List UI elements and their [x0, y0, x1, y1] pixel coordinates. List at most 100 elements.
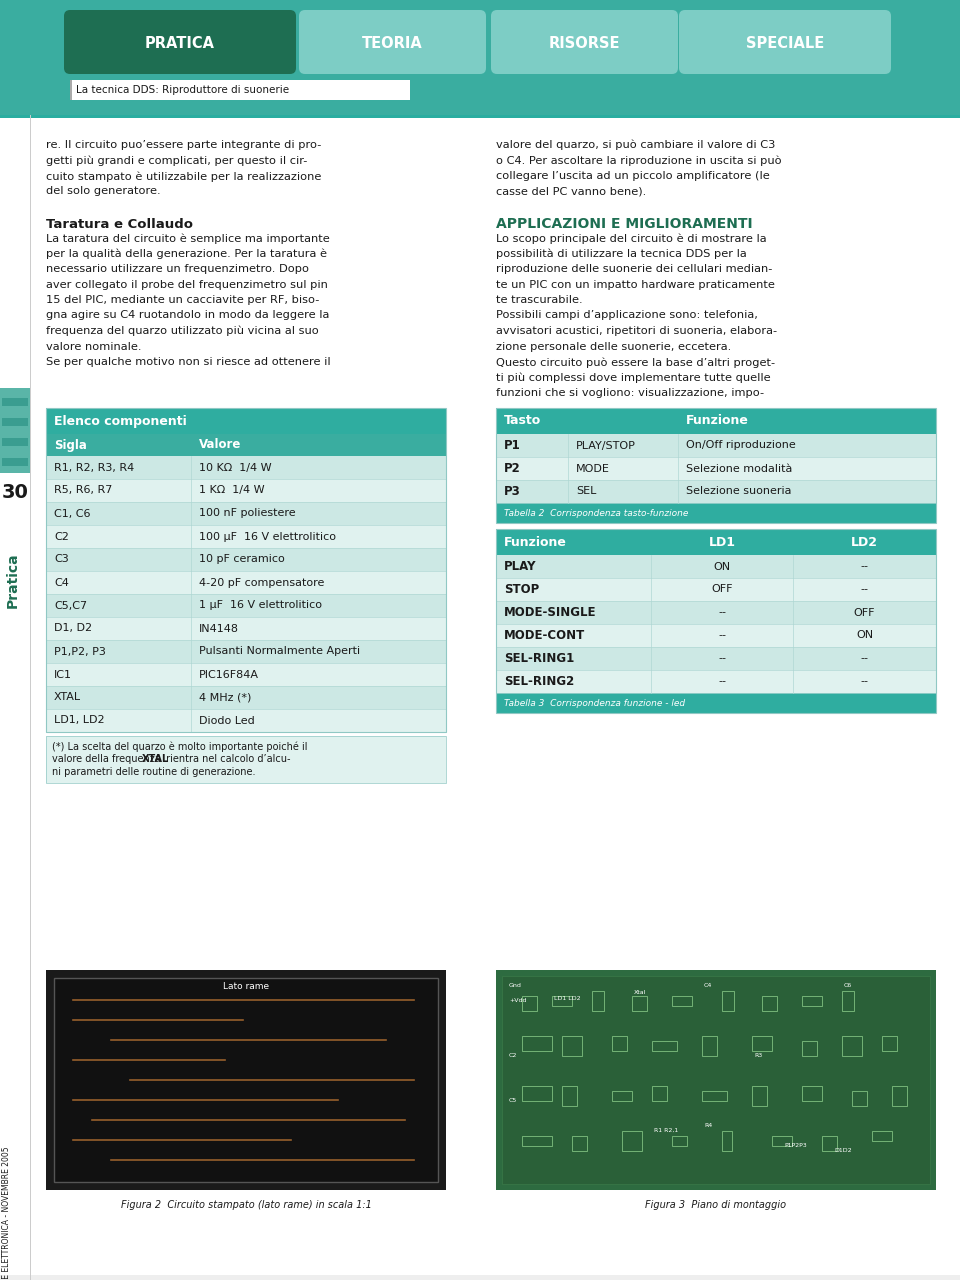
- Bar: [612, 1036, 627, 1051]
- Bar: [652, 1085, 667, 1101]
- Text: 30: 30: [2, 483, 29, 502]
- Text: R4: R4: [704, 1123, 712, 1128]
- Text: R1, R2, R3, R4: R1, R2, R3, R4: [54, 462, 134, 472]
- Text: La tecnica DDS: Riproduttore di suonerie: La tecnica DDS: Riproduttore di suonerie: [76, 84, 289, 95]
- Bar: [0, 1275, 960, 1280]
- Text: ti più complessi dove implementare tutte quelle: ti più complessi dove implementare tutte…: [496, 372, 771, 383]
- Bar: [522, 996, 537, 1011]
- Bar: [522, 1085, 552, 1101]
- Text: te trascurabile.: te trascurabile.: [496, 294, 583, 305]
- Text: MODE-CONT: MODE-CONT: [504, 628, 586, 643]
- Text: --: --: [718, 608, 726, 617]
- Bar: [46, 434, 446, 456]
- Bar: [522, 1036, 552, 1051]
- Bar: [802, 1085, 822, 1101]
- Text: SEL-RING1: SEL-RING1: [504, 652, 574, 666]
- Text: funzioni che si vogliono: visualizzazione, impo-: funzioni che si vogliono: visualizzazion…: [496, 388, 764, 398]
- Bar: [652, 1041, 677, 1051]
- Bar: [842, 991, 854, 1011]
- Text: LD1: LD1: [708, 535, 735, 549]
- Text: La taratura del circuito è semplice ma importante: La taratura del circuito è semplice ma i…: [46, 233, 329, 243]
- Bar: [702, 1036, 717, 1056]
- Text: Diodo Led: Diodo Led: [199, 716, 254, 726]
- Bar: [30, 115, 31, 1280]
- Text: Selezione suoneria: Selezione suoneria: [686, 486, 791, 497]
- Bar: [2, 458, 28, 466]
- Bar: [852, 1091, 867, 1106]
- Bar: [496, 970, 936, 1190]
- Text: del solo generatore.: del solo generatore.: [46, 187, 160, 197]
- Text: 1 KΩ  1/4 W: 1 KΩ 1/4 W: [199, 485, 265, 495]
- Text: 4 MHz (*): 4 MHz (*): [199, 692, 252, 703]
- Text: C1, C6: C1, C6: [54, 508, 90, 518]
- Text: Gnd: Gnd: [509, 983, 522, 988]
- Text: SEL: SEL: [576, 486, 596, 497]
- Bar: [496, 457, 936, 480]
- Bar: [562, 1085, 577, 1106]
- Text: Se per qualche motivo non si riesce ad ottenere il: Se per qualche motivo non si riesce ad o…: [46, 357, 330, 367]
- Bar: [872, 1132, 892, 1140]
- Text: Valore: Valore: [199, 439, 241, 452]
- Text: Tabella 2  Corrispondenza tasto-funzione: Tabella 2 Corrispondenza tasto-funzione: [504, 508, 688, 517]
- Text: Lato rame: Lato rame: [223, 982, 269, 991]
- Bar: [46, 709, 446, 732]
- Text: APPLICAZIONI E MIGLIORAMENTI: APPLICAZIONI E MIGLIORAMENTI: [496, 218, 753, 232]
- Bar: [496, 692, 936, 713]
- Text: --: --: [860, 654, 869, 663]
- Bar: [54, 978, 438, 1181]
- Bar: [496, 669, 936, 692]
- Bar: [46, 970, 446, 1190]
- Text: --: --: [718, 631, 726, 640]
- Bar: [496, 529, 936, 713]
- Bar: [822, 1137, 837, 1151]
- Text: gna agire su C4 ruotandolo in modo da leggere la: gna agire su C4 ruotandolo in modo da le…: [46, 311, 329, 320]
- Text: OFF: OFF: [711, 585, 732, 594]
- Text: collegare l’uscita ad un piccolo amplificatore (le: collegare l’uscita ad un piccolo amplifi…: [496, 172, 770, 180]
- Bar: [752, 1085, 767, 1106]
- Text: P1: P1: [504, 439, 520, 452]
- Bar: [46, 594, 446, 617]
- Bar: [672, 1137, 687, 1146]
- Text: per la qualità della generazione. Per la taratura è: per la qualità della generazione. Per la…: [46, 248, 327, 259]
- Text: PLAY: PLAY: [504, 561, 537, 573]
- Text: TEORIA: TEORIA: [362, 36, 422, 50]
- Text: P1P2P3: P1P2P3: [784, 1143, 806, 1148]
- Text: SPECIALE: SPECIALE: [746, 36, 824, 50]
- Text: R5, R6, R7: R5, R6, R7: [54, 485, 112, 495]
- Text: 4-20 pF compensatore: 4-20 pF compensatore: [199, 577, 324, 588]
- Text: valore della frequenza: valore della frequenza: [52, 754, 164, 764]
- Bar: [672, 996, 692, 1006]
- Bar: [496, 579, 936, 602]
- Text: Figura 3  Piano di montaggio: Figura 3 Piano di montaggio: [645, 1201, 786, 1210]
- Text: C5: C5: [509, 1098, 517, 1103]
- Text: C4: C4: [54, 577, 69, 588]
- Text: LD1 LD2: LD1 LD2: [554, 996, 581, 1001]
- Text: casse del PC vanno bene).: casse del PC vanno bene).: [496, 187, 646, 197]
- Bar: [2, 419, 28, 426]
- Text: 10 KΩ  1/4 W: 10 KΩ 1/4 W: [199, 462, 272, 472]
- Text: IN4148: IN4148: [199, 623, 239, 634]
- Text: te un PIC con un impatto hardware praticamente: te un PIC con un impatto hardware pratic…: [496, 279, 775, 289]
- Text: riproduzione delle suonerie dei cellulari median-: riproduzione delle suonerie dei cellular…: [496, 264, 773, 274]
- Text: C2: C2: [54, 531, 69, 541]
- Text: --: --: [860, 562, 869, 571]
- Text: (*) La scelta del quarzo è molto importante poiché il: (*) La scelta del quarzo è molto importa…: [52, 741, 307, 751]
- Bar: [46, 408, 446, 732]
- Text: Tabella 3  Corrispondenza funzione - led: Tabella 3 Corrispondenza funzione - led: [504, 699, 685, 708]
- Text: Taratura e Collaudo: Taratura e Collaudo: [46, 218, 193, 230]
- Text: PRATICA: PRATICA: [145, 36, 215, 50]
- Text: o C4. Per ascoltare la riproduzione in uscita si può: o C4. Per ascoltare la riproduzione in u…: [496, 155, 781, 166]
- Text: OFF: OFF: [853, 608, 876, 617]
- Text: P2: P2: [504, 462, 520, 475]
- FancyBboxPatch shape: [64, 10, 296, 74]
- Text: 10 pF ceramico: 10 pF ceramico: [199, 554, 285, 564]
- Bar: [882, 1036, 897, 1051]
- Text: Funzione: Funzione: [686, 415, 749, 428]
- Bar: [46, 456, 446, 479]
- Bar: [46, 663, 446, 686]
- FancyBboxPatch shape: [299, 10, 486, 74]
- Text: SEL-RING2: SEL-RING2: [504, 675, 574, 689]
- Text: XTAL: XTAL: [142, 754, 169, 764]
- Text: 100 μF  16 V elettrolitico: 100 μF 16 V elettrolitico: [199, 531, 336, 541]
- Bar: [802, 996, 822, 1006]
